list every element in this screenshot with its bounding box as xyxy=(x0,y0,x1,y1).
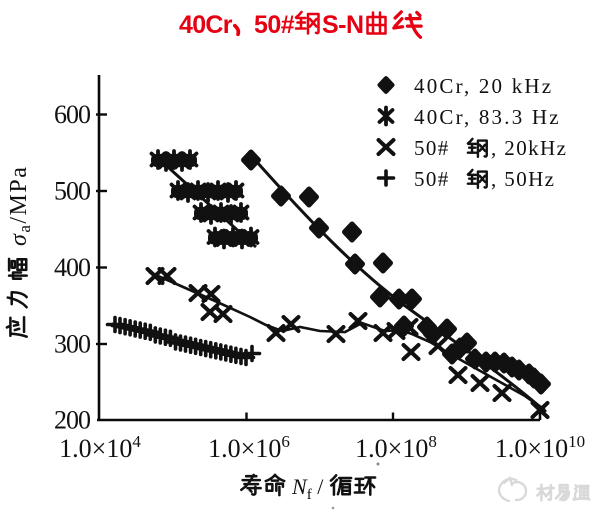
svg-text:Nf /: Nf / xyxy=(291,474,324,503)
svg-text:40Cr, 83.3 Hz: 40Cr, 83.3 Hz xyxy=(414,105,561,129)
svg-text:S-N: S-N xyxy=(322,11,364,39)
svg-text:, 20kHz: , 20kHz xyxy=(491,136,567,160)
svg-text:, 50Hz: , 50Hz xyxy=(491,167,555,191)
svg-text:40Cr: 40Cr xyxy=(179,11,233,39)
svg-text:400: 400 xyxy=(54,253,91,282)
svg-text:50#: 50# xyxy=(254,11,295,39)
svg-text:1.0×104: 1.0×104 xyxy=(59,432,141,463)
svg-text:500: 500 xyxy=(54,177,91,206)
svg-text:1.0×106: 1.0×106 xyxy=(208,432,290,463)
svg-text:40Cr, 20 kHz: 40Cr, 20 kHz xyxy=(414,74,553,98)
svg-text:1.0×108: 1.0×108 xyxy=(355,432,437,463)
svg-text:200: 200 xyxy=(54,406,91,435)
svg-text:σa/MPa: σa/MPa xyxy=(6,166,34,246)
svg-text:50#: 50# xyxy=(414,136,450,160)
svg-text:50#: 50# xyxy=(414,167,450,191)
svg-text:600: 600 xyxy=(54,100,91,129)
svg-text:300: 300 xyxy=(54,330,91,359)
